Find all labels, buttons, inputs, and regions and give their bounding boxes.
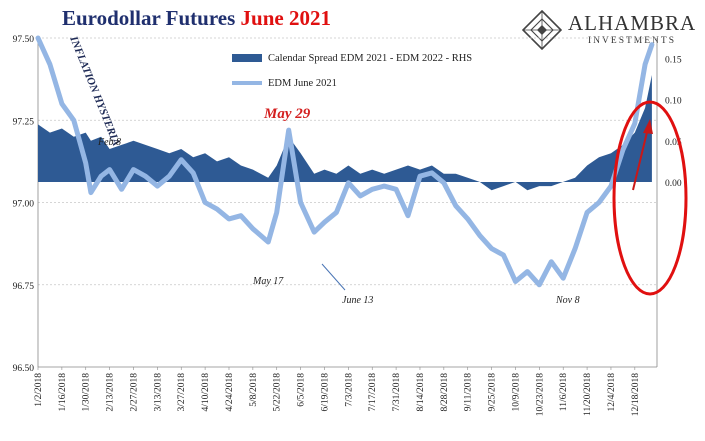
trend-arrow-line [632, 127, 649, 191]
annotation-may-29: May 29 [263, 106, 311, 122]
right-tick-label: 0.10 [665, 97, 682, 107]
x-tick-label: 1/2/2018 [34, 373, 44, 407]
chart-title-main: Eurodollar Futures [62, 6, 236, 30]
x-tick-label: 4/24/2018 [225, 373, 235, 412]
brand-sub: INVESTMENTS [588, 36, 676, 46]
trend-arrow-head [643, 119, 653, 134]
highlight-ellipse [612, 100, 688, 296]
annotation-feb-2: Feb 2 [84, 206, 108, 217]
left-tick-label: 97.00 [13, 200, 35, 210]
x-tick-label: 9/25/2018 [488, 373, 498, 412]
x-tick-label: 10/23/2018 [535, 373, 545, 417]
x-tick-label: 10/9/2018 [511, 373, 521, 412]
x-tick-label: 9/11/2018 [464, 373, 474, 411]
x-tick-label: 6/19/2018 [320, 373, 330, 412]
right-tick-label: 0.15 [665, 56, 682, 66]
annotation-feb-8: Feb 8 [97, 137, 121, 148]
legend-label-calendar-spread: Calendar Spread EDM 2021 - EDM 2022 - RH… [268, 53, 472, 64]
x-tick-label: 1/16/2018 [58, 373, 68, 412]
x-tick-label: 11/6/2018 [559, 373, 569, 411]
right-tick-label: 0.00 [665, 179, 682, 189]
series-edm-june-2021-line [35, 35, 655, 288]
left-tick-label: 96.50 [13, 364, 35, 374]
x-tick-label: 11/20/2018 [583, 373, 593, 416]
brand-name: ALHAMBRA [568, 11, 697, 35]
x-tick-label: 8/14/2018 [416, 373, 426, 412]
x-tick-label: 7/3/2018 [344, 373, 354, 407]
x-tick-label: 2/27/2018 [129, 373, 139, 412]
legend-label-edm-june: EDM June 2021 [268, 78, 337, 89]
x-tick-label: 3/13/2018 [153, 373, 163, 412]
left-tick-label: 96.75 [13, 282, 35, 292]
x-tick-label: 6/5/2018 [297, 373, 307, 407]
x-tick-label: 8/28/2018 [440, 373, 450, 412]
x-tick-label: 5/22/2018 [273, 373, 283, 412]
series-calendar-spread-area [38, 75, 652, 191]
chart-title-accent: June 2021 [240, 6, 331, 30]
chart-title: Eurodollar Futures June 2021 [62, 6, 331, 31]
x-tick-label: 4/10/2018 [201, 373, 211, 412]
annotation-june-13-leader [321, 263, 346, 291]
brand-logo: ALHAMBRA INVESTMENTS [522, 10, 702, 50]
x-tick-label: 1/30/2018 [82, 373, 92, 412]
annotation-nov-8: Nov 8 [555, 295, 580, 306]
annotation-may-17: May 17 [252, 276, 284, 287]
x-tick-label: 2/13/2018 [106, 373, 116, 412]
diamond-logo-icon [522, 10, 562, 50]
x-tick-label: 7/31/2018 [392, 373, 402, 412]
x-tick-label: 5/8/2018 [249, 373, 259, 407]
x-tick-label: 3/27/2018 [177, 373, 187, 412]
x-tick-label: 12/4/2018 [607, 373, 617, 412]
left-tick-label: 97.25 [13, 117, 35, 127]
x-tick-label: 12/18/2018 [631, 373, 641, 417]
left-tick-label: 97.50 [13, 35, 35, 45]
annotation-june-13: June 13 [342, 295, 373, 306]
x-tick-label: 7/17/2018 [368, 373, 378, 412]
right-tick-label: 0.05 [665, 138, 682, 148]
